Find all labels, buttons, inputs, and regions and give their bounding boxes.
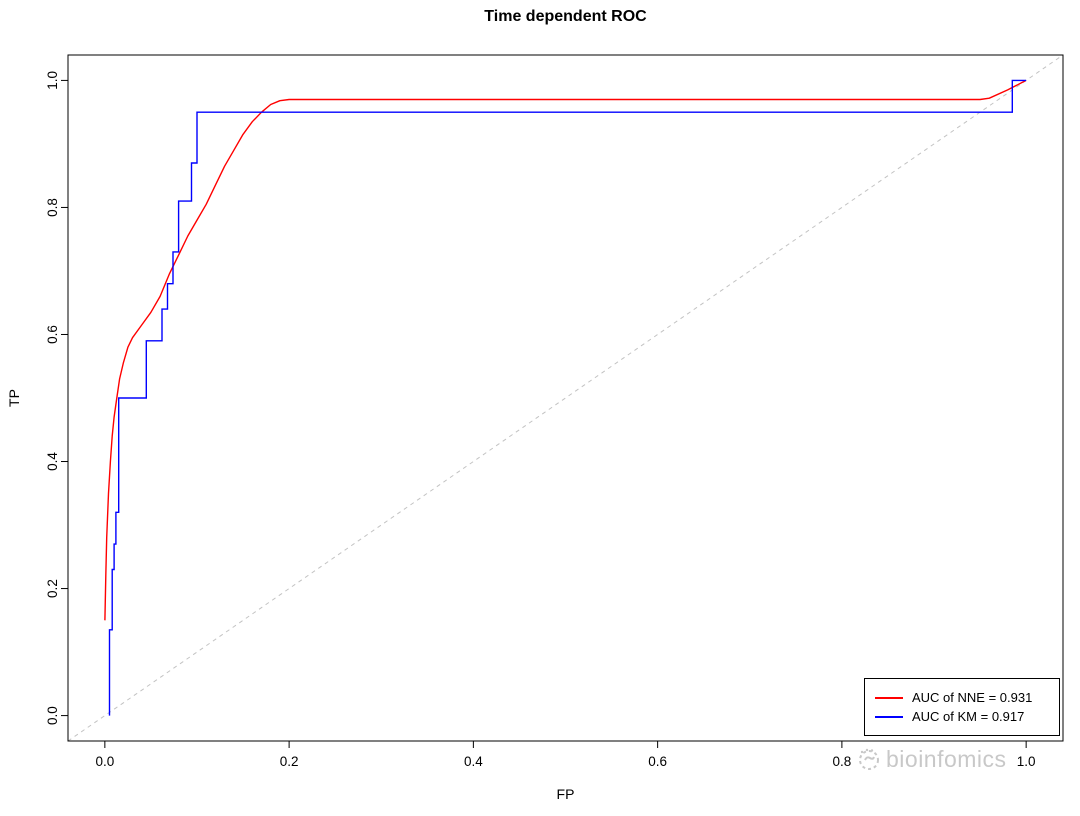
km-line-swatch	[875, 715, 903, 718]
y-tick-label: 0.6	[45, 325, 60, 344]
x-tick-label: 0.6	[648, 754, 667, 769]
nne-roc-curve	[104, 79, 1027, 621]
y-tick-label: 0.8	[45, 198, 60, 217]
x-tick-label: 0.2	[280, 754, 299, 769]
x-axis-label: FP	[556, 786, 575, 802]
y-tick-label: 0.0	[45, 706, 60, 725]
x-tick-label: 0.4	[464, 754, 483, 769]
diagonal-reference-line	[67, 54, 1064, 742]
y-tick-label: 0.2	[45, 579, 60, 598]
legend-label-km: AUC of KM = 0.917	[912, 709, 1025, 724]
y-tick-label: 0.4	[45, 452, 60, 471]
legend-entry-nne: AUC of NNE = 0.931	[875, 690, 1059, 705]
x-tick-label: 1.0	[1017, 754, 1036, 769]
legend-entry-km: AUC of KM = 0.917	[875, 709, 1059, 724]
x-tick-label: 0.8	[832, 754, 851, 769]
chart-title: Time dependent ROC	[484, 8, 647, 25]
x-tick-label: 0.0	[95, 754, 114, 769]
km-roc-curve	[108, 79, 1027, 716]
nne-line-swatch	[875, 696, 903, 699]
y-tick-label: 1.0	[45, 71, 60, 90]
y-axis-label: TP	[6, 389, 22, 407]
plot-box	[67, 54, 1064, 742]
legend-label-nne: AUC of NNE = 0.931	[912, 690, 1033, 705]
legend: AUC of NNE = 0.931 AUC of KM = 0.917	[864, 678, 1060, 736]
